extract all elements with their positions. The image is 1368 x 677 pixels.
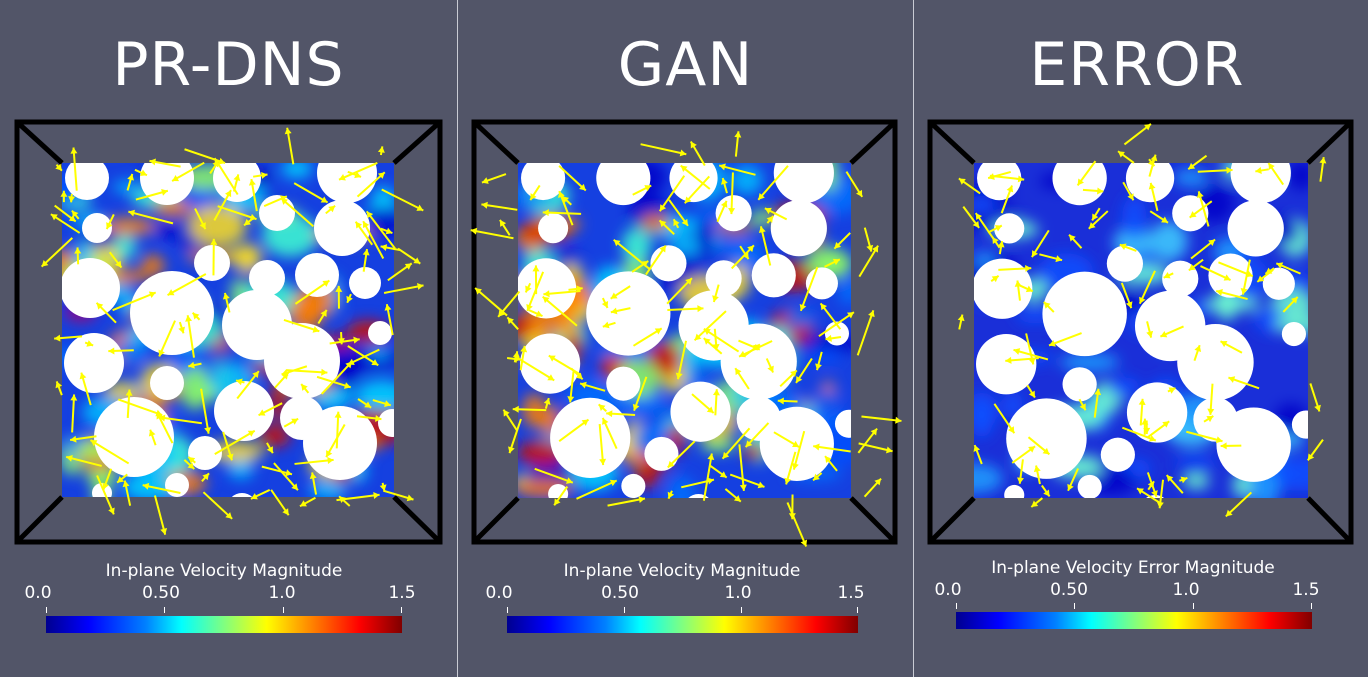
colorbar: [956, 612, 1312, 629]
velocity-field-view: [927, 119, 1354, 545]
colorbar-tick: 1.0: [1172, 580, 1200, 600]
panel-error: ERROR In-plane Velocity Error Magnitude …: [914, 0, 1368, 677]
panel-gan: GAN In-plane Velocity Magnitude 0.0 0.50…: [458, 0, 913, 677]
panel-divider: [913, 0, 914, 677]
colorbar-title: In-plane Velocity Magnitude: [105, 561, 343, 581]
colorbar-tick: 1.0: [724, 583, 752, 603]
colorbar-tick: 0.50: [601, 583, 639, 603]
panel-title: ERROR: [1029, 30, 1245, 100]
colorbar-tick: 0.50: [1050, 580, 1088, 600]
colorbar-title: In-plane Velocity Error Magnitude: [991, 558, 1275, 578]
colorbar-tick: 0.0: [24, 583, 52, 603]
colorbar-tick: 1.5: [1292, 580, 1320, 600]
velocity-field-view: [470, 119, 902, 547]
panel-divider: [457, 0, 458, 677]
colorbar-title: In-plane Velocity Magnitude: [563, 561, 801, 581]
panel-title: GAN: [617, 30, 754, 100]
panel-pr-dns: PR-DNS In-plane Velocity Magnitude 0.0 0…: [0, 0, 457, 677]
velocity-field-view: [14, 119, 443, 545]
colorbar-tick: 0.0: [934, 580, 962, 600]
colorbar-tick: 1.5: [837, 583, 865, 603]
colorbar-tick: 1.0: [268, 583, 296, 603]
colorbar-tick: 1.5: [388, 583, 416, 603]
colorbar-tick: 0.0: [485, 583, 513, 603]
colorbar: [507, 616, 858, 633]
colorbar: [46, 616, 402, 633]
colorbar-tick: 0.50: [142, 583, 180, 603]
panel-title: PR-DNS: [112, 30, 345, 100]
